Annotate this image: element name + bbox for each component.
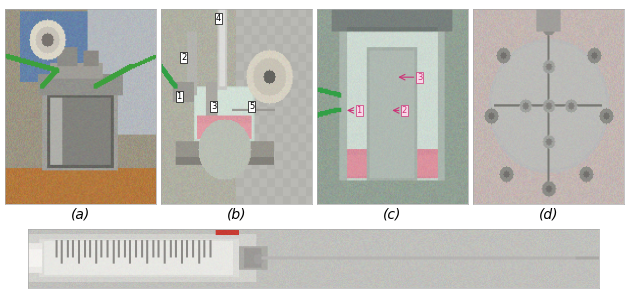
Text: 1: 1 — [176, 92, 182, 101]
Text: 4: 4 — [216, 14, 221, 23]
Text: 3: 3 — [417, 73, 422, 82]
Text: (b): (b) — [227, 207, 246, 221]
Text: (c): (c) — [383, 207, 402, 221]
Text: 3: 3 — [211, 102, 216, 111]
Text: (d): (d) — [539, 207, 558, 221]
Text: 5: 5 — [249, 102, 254, 111]
Text: 2: 2 — [181, 53, 186, 62]
Text: (a): (a) — [71, 207, 90, 221]
Text: 2: 2 — [402, 106, 407, 115]
Text: 1: 1 — [357, 106, 362, 115]
